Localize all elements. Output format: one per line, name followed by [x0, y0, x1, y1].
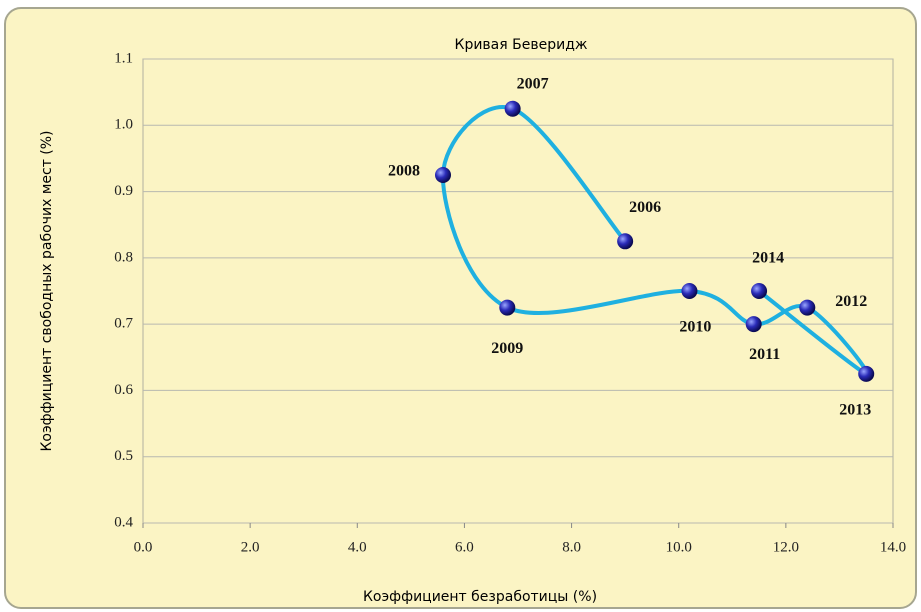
- point: [799, 299, 816, 316]
- point-label: 2010: [679, 319, 711, 336]
- x-tick-label: 14.0: [880, 539, 906, 555]
- point: [617, 233, 634, 250]
- chart-title: Кривая Беверидж: [455, 37, 588, 53]
- point-label: 2009: [491, 340, 523, 357]
- x-tick-label: 0.0: [134, 539, 153, 555]
- y-tick-label: 0.5: [114, 448, 133, 464]
- y-tick-label: 0.8: [114, 249, 133, 265]
- y-tick-label: 0.9: [114, 183, 133, 199]
- point: [751, 283, 768, 299]
- point: [858, 365, 875, 382]
- panel: [4, 7, 917, 609]
- point-label: 2008: [388, 163, 420, 180]
- y-tick-label: 0.7: [114, 316, 133, 332]
- x-tick-label: 10.0: [666, 539, 692, 555]
- point: [504, 100, 521, 117]
- point: [435, 167, 451, 183]
- y-tick-label: 0.4: [114, 514, 133, 530]
- x-tick-label: 8.0: [562, 539, 581, 555]
- point-label: 2011: [749, 346, 780, 363]
- point: [745, 316, 762, 333]
- point: [681, 283, 698, 299]
- x-axis-label: Коэффициент безработицы (%): [363, 589, 597, 605]
- curve: [440, 105, 870, 376]
- point: [499, 299, 516, 316]
- y-tick-label: 1.1: [114, 50, 133, 66]
- point-label: 2006: [629, 199, 661, 216]
- y-tick-label: 0.6: [114, 382, 133, 398]
- point-label: 2012: [835, 293, 867, 310]
- point-label: 2007: [517, 75, 549, 92]
- point-label: 2014: [752, 250, 784, 267]
- x-tick-label: 6.0: [455, 539, 474, 555]
- x-tick-label: 2.0: [241, 539, 260, 555]
- y-tick-label: 1.0: [114, 117, 133, 133]
- y-axis-label: Коэффициент свободных рабочих мест (%): [39, 130, 55, 451]
- point-label: 2013: [839, 402, 871, 419]
- x-tick-label: 4.0: [348, 539, 367, 555]
- x-tick-label: 12.0: [773, 539, 799, 555]
